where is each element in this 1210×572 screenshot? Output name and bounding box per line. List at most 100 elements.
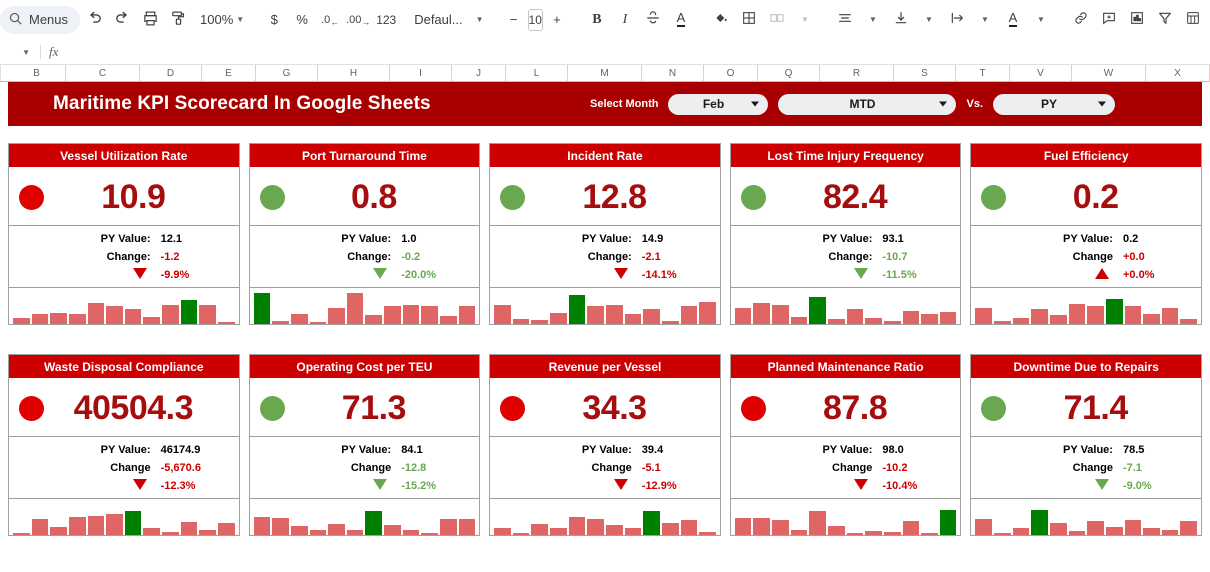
strikethrough-icon: [645, 10, 661, 29]
sparkline-bar: [290, 313, 308, 324]
insert-chart-button[interactable]: [1123, 6, 1151, 34]
sparkline-bar: [550, 312, 567, 324]
column-header-C[interactable]: C: [66, 65, 140, 81]
column-header-T[interactable]: T: [956, 65, 1010, 81]
more-formats-button[interactable]: 123: [372, 6, 400, 34]
vertical-align-button[interactable]: [887, 6, 915, 34]
text-rotation-button[interactable]: A: [999, 6, 1027, 34]
menus-button[interactable]: Menus: [0, 5, 81, 34]
sparkline-bar: [1012, 317, 1030, 324]
decrease-decimal-button[interactable]: .0 ←: [316, 6, 344, 34]
sparkline-bar: [162, 531, 179, 535]
column-header-H[interactable]: H: [318, 65, 390, 81]
sparkline-bar: [143, 316, 161, 324]
month-dropdown-value: Feb: [702, 97, 725, 111]
column-header-Q[interactable]: Q: [758, 65, 820, 81]
strikethrough-button[interactable]: [639, 6, 667, 34]
insert-comment-button[interactable]: [1095, 6, 1123, 34]
font-size-input[interactable]: 10: [527, 8, 543, 31]
redo-button[interactable]: [108, 6, 136, 34]
font-size-increase-button[interactable]: +: [543, 6, 571, 34]
column-header-W[interactable]: W: [1072, 65, 1146, 81]
column-header-R[interactable]: R: [820, 65, 894, 81]
sparkline-bar: [494, 304, 511, 324]
font-family-selector[interactable]: Defaul... ▼: [412, 12, 487, 27]
sparkline-bar: [846, 308, 864, 324]
paint-format-button[interactable]: [164, 6, 192, 34]
chevron-down-icon: ▼: [868, 15, 877, 24]
trend-arrow-cell: [981, 477, 1123, 495]
horizontal-align-dropdown[interactable]: ▼: [859, 6, 887, 34]
text-color-button[interactable]: A: [667, 6, 695, 34]
kpi-value: 34.3: [582, 388, 647, 427]
column-header-N[interactable]: N: [642, 65, 704, 81]
corner-cell[interactable]: [0, 65, 8, 81]
sparkline-bar: [50, 313, 67, 324]
italic-button[interactable]: I: [611, 6, 639, 34]
column-header-O[interactable]: O: [704, 65, 758, 81]
sparkline-bar: [975, 519, 993, 535]
column-header-M[interactable]: M: [568, 65, 642, 81]
merge-cells-dropdown[interactable]: ▼: [791, 6, 819, 34]
change-label: Change:: [587, 250, 632, 263]
column-header-E[interactable]: E: [202, 65, 256, 81]
kpi-value-row: 0.8: [249, 169, 480, 226]
insert-link-button[interactable]: [1067, 6, 1095, 34]
sparkline-bar: [568, 295, 586, 324]
kpi-value-row: 87.8: [730, 380, 961, 437]
py-value-row: PY Value: 93.1: [741, 230, 939, 248]
name-box[interactable]: ▼: [0, 48, 36, 57]
bold-button[interactable]: B: [583, 6, 611, 34]
py-value-row: PY Value: 0.2: [981, 230, 1179, 248]
font-size-decrease-button[interactable]: −: [500, 6, 528, 34]
fill-color-icon: [713, 10, 729, 29]
sparkline-bar: [550, 527, 567, 535]
sparkline-bar: [309, 321, 327, 324]
sparkline-bar: [865, 317, 882, 324]
undo-button[interactable]: [80, 6, 108, 34]
column-header-X[interactable]: X: [1146, 65, 1210, 81]
functions-button[interactable]: [1179, 6, 1207, 34]
change-value: -1.2: [160, 250, 180, 263]
kpi-value: 10.9: [101, 177, 166, 216]
column-header-I[interactable]: I: [390, 65, 452, 81]
italic-label: I: [622, 11, 628, 27]
column-header-V[interactable]: V: [1010, 65, 1072, 81]
sparkline-bar: [421, 306, 438, 324]
period-dropdown[interactable]: MTD: [778, 93, 957, 115]
borders-button[interactable]: [735, 6, 763, 34]
text-wrap-button[interactable]: [943, 6, 971, 34]
py-value: 12.1: [160, 232, 183, 245]
change-percent-row: -12.9%: [500, 477, 698, 495]
sparkline-chart: [250, 499, 480, 535]
increase-decimal-button[interactable]: .00 →: [344, 6, 372, 34]
currency-format-button[interactable]: $: [260, 6, 288, 34]
trend-arrow-cell: [260, 477, 402, 495]
kpi-card: Port Turnaround Time 0.8 PY Value: 1.0 C…: [248, 143, 481, 325]
fill-color-button[interactable]: [707, 6, 735, 34]
sparkline-bar: [272, 518, 289, 535]
vertical-align-dropdown[interactable]: ▼: [915, 6, 943, 34]
sparkline-bar: [162, 305, 179, 324]
text-wrap-dropdown[interactable]: ▼: [971, 6, 999, 34]
filter-button[interactable]: [1151, 6, 1179, 34]
sparkline-bar: [13, 317, 30, 324]
comparison-dropdown[interactable]: PY: [993, 93, 1115, 115]
merge-cells-button[interactable]: [763, 6, 791, 34]
horizontal-align-button[interactable]: [831, 6, 859, 34]
column-header-B[interactable]: B: [8, 65, 66, 81]
column-header-S[interactable]: S: [894, 65, 956, 81]
month-dropdown[interactable]: Feb: [668, 93, 769, 115]
sparkline-bar: [31, 518, 49, 535]
column-header-D[interactable]: D: [140, 65, 202, 81]
column-header-L[interactable]: L: [506, 65, 568, 81]
font-family-value: Defaul...: [414, 12, 463, 27]
kpi-value: 40504.3: [73, 388, 194, 427]
text-rotation-dropdown[interactable]: ▼: [1027, 6, 1055, 34]
percent-format-button[interactable]: %: [288, 6, 316, 34]
zoom-selector[interactable]: 100% ▼: [192, 12, 248, 27]
sparkline-bar: [1087, 520, 1104, 535]
column-header-G[interactable]: G: [256, 65, 318, 81]
print-button[interactable]: [136, 6, 164, 34]
column-header-J[interactable]: J: [452, 65, 506, 81]
